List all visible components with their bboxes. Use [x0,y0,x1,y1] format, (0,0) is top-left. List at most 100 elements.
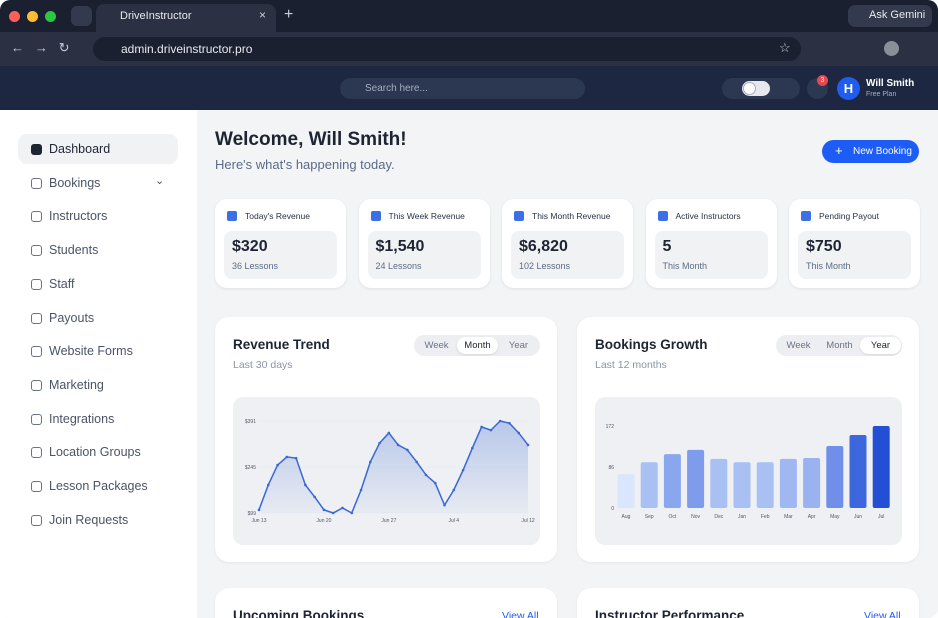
point [452,488,456,492]
y-tick-label: 0 [611,506,614,512]
gemini-button[interactable] [848,5,932,27]
x-tick-label: Jun [854,514,862,520]
stat-inner [511,231,624,279]
nav-item[interactable]: Staff [49,276,75,291]
x-tick-label: Aug [622,514,631,520]
x-tick-label: May [830,514,840,520]
point [257,508,261,512]
bar [640,462,658,508]
nav-item[interactable]: Payouts [49,310,95,325]
url: admin.driveinstructor.pro [121,42,253,56]
range-tab[interactable]: Week [424,340,449,351]
chart-subtitle: Last 12 months [595,359,667,371]
point [350,511,354,515]
tab-active-bg [457,337,498,354]
stat-value: 5 [662,238,672,255]
nav-icon [31,211,42,223]
x-tick-label: Jul 12 [521,518,535,524]
stat-icon [514,211,524,221]
point [498,419,502,423]
url-field[interactable] [93,37,801,61]
nav-item[interactable]: Bookings [49,175,101,190]
bar [872,426,890,508]
stat-inner [367,231,481,279]
nav-item[interactable]: Join Requests [49,512,129,527]
nav-item[interactable]: Instructors [49,209,108,224]
range-tab[interactable]: Year [870,340,891,351]
chart-title: Bookings Growth [595,337,708,352]
stat-label: Pending Payout [819,211,880,221]
point [304,483,307,487]
y-tick-label: $391 [245,419,256,425]
nav-item[interactable]: Integrations [49,411,115,426]
nav-item[interactable]: Lesson Packages [49,479,148,493]
avatar[interactable]: H [837,77,860,100]
range-tab[interactable]: Month [464,340,491,351]
tab-menu[interactable] [71,6,92,26]
nav-icon [31,379,42,391]
stat-icon [801,211,811,221]
point [415,460,418,464]
stat-label: Today's Revenue [245,211,310,221]
panel-link[interactable]: View All [502,610,539,618]
nav-icon [31,144,42,155]
bookmark-star[interactable]: ☆ [779,40,791,55]
stat-icon [227,211,237,221]
line [258,420,529,515]
range-tab[interactable]: Month [826,340,853,351]
nav-item[interactable]: Location Groups [49,445,141,460]
x-tick-label: Dec [714,514,723,520]
tab-title: DriveInstructor [120,10,192,22]
new-booking-button[interactable] [822,140,919,163]
point [489,428,493,432]
nav-item[interactable]: Marketing [49,377,104,392]
point [396,443,400,447]
nav-icon [31,245,42,257]
y-tick-label: $99 [248,511,257,517]
max-dot[interactable] [45,11,56,22]
stat-value: $6,820 [519,238,568,255]
area [259,421,528,513]
point [443,503,446,507]
bar [733,462,751,508]
nav-buttons[interactable]: ← → ↻ [11,40,70,55]
tab[interactable] [96,4,276,32]
stat-label: Active Instructors [675,211,741,221]
tab-close[interactable]: × [259,8,267,22]
panel-link[interactable]: View All [864,610,901,618]
point [294,456,298,460]
x-tick-label: Jan [738,514,746,520]
point [322,508,326,512]
stat-inner [224,231,337,279]
point [341,506,344,510]
x-tick-label: Jun 20 [316,518,331,524]
range-tab[interactable]: Year [508,340,529,351]
nav-chevron: ⌄ [155,174,165,187]
new-tab[interactable]: + [284,6,294,23]
panel-card [215,588,557,618]
close-dot[interactable] [9,11,20,22]
nav-item[interactable]: Website Forms [49,344,133,359]
nav-item[interactable]: Students [49,243,99,258]
sidebar [0,110,197,618]
stat-icon [370,211,381,221]
point [266,483,270,487]
stat-inner [654,231,768,279]
min-dot[interactable] [27,11,38,22]
stat-sub: 36 Lessons [232,261,279,271]
nav-item[interactable]: Dashboard [49,142,111,156]
point [359,488,363,492]
stat-label: This Week Revenue [388,211,465,221]
profile-icon[interactable] [884,41,899,56]
search-box[interactable] [340,78,585,99]
bar [710,458,728,508]
nav-icon [31,346,42,358]
user-plan: Free Plan [866,91,897,98]
x-tick-label: Feb [761,514,770,520]
point [331,511,335,515]
nav-icon [31,481,42,492]
point [387,431,391,435]
range-tab[interactable]: Week [786,340,811,351]
chart: 0 86 172 Aug Sep Oct Nov Dec Jan Feb Mar Apr May Jun J… [606,424,890,520]
